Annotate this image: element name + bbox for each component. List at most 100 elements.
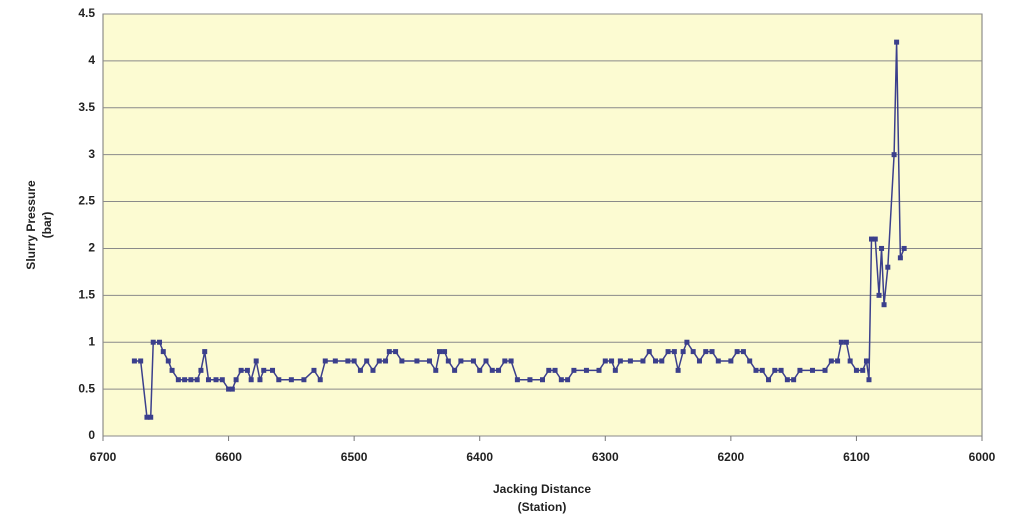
data-point bbox=[169, 367, 175, 373]
data-point bbox=[671, 349, 677, 355]
data-point bbox=[891, 152, 897, 158]
data-point bbox=[301, 377, 307, 383]
data-point bbox=[527, 377, 533, 383]
data-point bbox=[901, 245, 907, 251]
data-point bbox=[640, 358, 646, 364]
data-point bbox=[276, 377, 282, 383]
data-point bbox=[458, 358, 464, 364]
data-point bbox=[766, 377, 772, 383]
data-point bbox=[894, 39, 900, 45]
data-point bbox=[684, 339, 690, 345]
data-point bbox=[213, 377, 219, 383]
data-point bbox=[596, 367, 602, 373]
data-point bbox=[165, 358, 171, 364]
y-tick-label: 3.5 bbox=[78, 100, 95, 114]
x-tick-label: 6300 bbox=[592, 450, 619, 464]
data-point bbox=[157, 339, 163, 345]
data-point bbox=[452, 367, 458, 373]
y-axis-title: Slurry Pressure (bar) bbox=[24, 180, 54, 270]
y-title-line: Slurry Pressure bbox=[24, 180, 38, 270]
data-point bbox=[627, 358, 633, 364]
data-point bbox=[182, 377, 188, 383]
data-point bbox=[709, 349, 715, 355]
x-tick-label: 6100 bbox=[843, 450, 870, 464]
data-point bbox=[747, 358, 753, 364]
data-point bbox=[226, 386, 232, 392]
data-point bbox=[546, 367, 552, 373]
data-point bbox=[270, 367, 276, 373]
data-point bbox=[583, 367, 589, 373]
y-tick-label: 1 bbox=[88, 334, 95, 348]
x-title-line: (Station) bbox=[518, 500, 567, 514]
data-point bbox=[322, 358, 328, 364]
data-point bbox=[753, 367, 759, 373]
data-point bbox=[876, 292, 882, 298]
data-point bbox=[332, 358, 338, 364]
data-point bbox=[838, 339, 844, 345]
x-title-line: Jacking Distance bbox=[493, 482, 591, 496]
data-point bbox=[734, 349, 740, 355]
data-point bbox=[866, 377, 872, 383]
data-point bbox=[872, 236, 878, 242]
data-point bbox=[144, 414, 150, 420]
data-point bbox=[791, 377, 797, 383]
data-point bbox=[496, 367, 502, 373]
data-point bbox=[470, 358, 476, 364]
data-point bbox=[386, 349, 392, 355]
y-tick-label: 1.5 bbox=[78, 288, 95, 302]
data-point bbox=[740, 349, 746, 355]
data-point bbox=[881, 302, 887, 308]
y-tick-label: 3 bbox=[88, 147, 95, 161]
data-point bbox=[238, 367, 244, 373]
data-point bbox=[571, 367, 577, 373]
y-tick-label: 0 bbox=[88, 428, 95, 442]
data-point bbox=[357, 367, 363, 373]
data-point bbox=[797, 367, 803, 373]
data-point bbox=[885, 264, 891, 270]
data-point bbox=[843, 339, 849, 345]
data-point bbox=[863, 358, 869, 364]
y-tick-label: 4.5 bbox=[78, 6, 95, 20]
data-point bbox=[205, 377, 211, 383]
data-point bbox=[653, 358, 659, 364]
data-point bbox=[696, 358, 702, 364]
data-point bbox=[778, 367, 784, 373]
data-point bbox=[715, 358, 721, 364]
x-tick-label: 6200 bbox=[718, 450, 745, 464]
data-point bbox=[759, 367, 765, 373]
data-point bbox=[565, 377, 571, 383]
data-point bbox=[370, 367, 376, 373]
data-point bbox=[131, 358, 137, 364]
data-point bbox=[426, 358, 432, 364]
y-tick-label: 2.5 bbox=[78, 194, 95, 208]
data-point bbox=[399, 358, 405, 364]
data-point bbox=[853, 367, 859, 373]
data-point bbox=[233, 377, 239, 383]
data-point bbox=[317, 377, 323, 383]
data-point bbox=[148, 414, 154, 420]
data-point bbox=[860, 367, 866, 373]
data-point bbox=[244, 367, 250, 373]
data-point bbox=[809, 367, 815, 373]
data-point bbox=[665, 349, 671, 355]
data-point bbox=[219, 377, 225, 383]
data-point bbox=[445, 358, 451, 364]
data-point bbox=[602, 358, 608, 364]
data-point bbox=[897, 255, 903, 261]
data-point bbox=[612, 367, 618, 373]
data-point bbox=[202, 349, 208, 355]
x-tick-label: 6400 bbox=[466, 450, 493, 464]
data-point bbox=[175, 377, 181, 383]
data-point bbox=[477, 367, 483, 373]
y-tick-label: 0.5 bbox=[78, 381, 95, 395]
data-point bbox=[822, 367, 828, 373]
data-point bbox=[617, 358, 623, 364]
y-title-line: (bar) bbox=[40, 212, 54, 239]
data-point bbox=[552, 367, 558, 373]
data-point bbox=[680, 349, 686, 355]
data-point bbox=[261, 367, 267, 373]
y-tick-label: 2 bbox=[88, 241, 95, 255]
data-point bbox=[675, 367, 681, 373]
data-point bbox=[160, 349, 166, 355]
